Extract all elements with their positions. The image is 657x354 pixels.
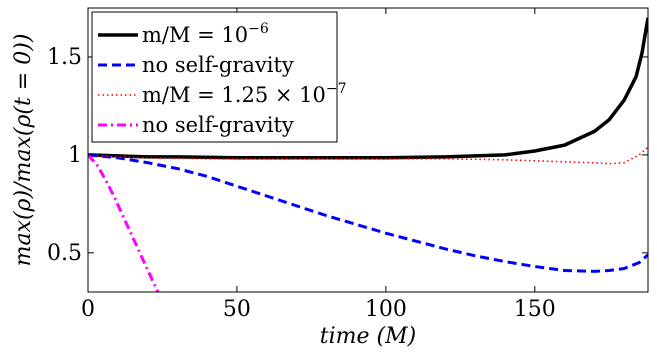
- plot-frame: [87, 7, 649, 293]
- legend-label: no self-gravity: [142, 113, 294, 137]
- series-line-2: [88, 153, 648, 273]
- y-tick-label: 1.5: [47, 45, 82, 70]
- series-line-3: [88, 146, 648, 165]
- series-layer: [88, 17, 648, 292]
- legend: m/M = 10−6 no self-gravity m/M = 1.25 × 10…: [91, 11, 347, 143]
- ticks-layer: 0 50 100 150 0.5 1 1.5: [47, 8, 648, 322]
- labels-layer: time (M) max(ρ)/max(ρ(t = 0)): [11, 34, 416, 349]
- legend-label: m/M = 10−6: [142, 21, 269, 47]
- x-tick-label: 50: [223, 297, 251, 322]
- y-tick-label: 0.5: [47, 241, 82, 266]
- series-line-1: [88, 17, 648, 160]
- x-tick-label: 100: [365, 297, 407, 322]
- y-tick-label: 1: [68, 143, 82, 168]
- y-axis-label: max(ρ)/max(ρ(t = 0)): [11, 34, 36, 267]
- x-tick-label: 150: [514, 297, 556, 322]
- x-axis-label: time (M): [320, 324, 416, 349]
- x-tick-label: 0: [81, 297, 95, 322]
- legend-label: m/M = 1.25 × 10−7: [142, 81, 347, 107]
- legend-label: no self-gravity: [142, 53, 294, 77]
- series-line-4: [88, 153, 160, 292]
